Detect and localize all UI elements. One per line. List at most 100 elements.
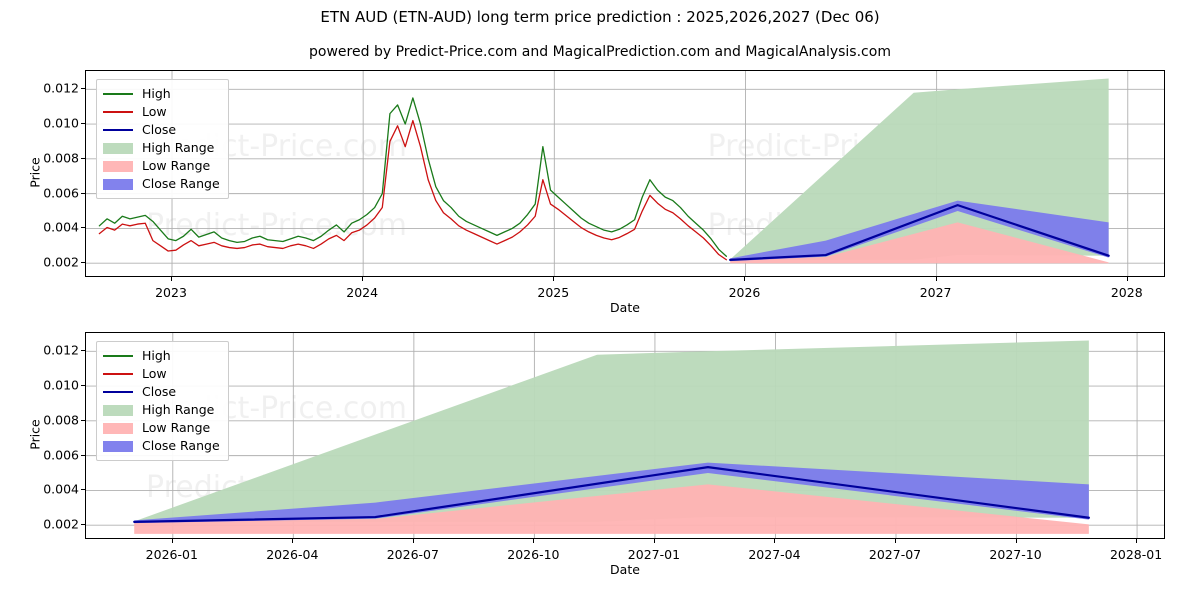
legend-item[interactable]: Close Range bbox=[103, 437, 220, 455]
bottom-chart-y-axis-label: Price bbox=[27, 419, 43, 450]
legend-item[interactable]: Close Range bbox=[103, 175, 220, 193]
low-range-band bbox=[730, 222, 1109, 264]
y-axis-tick-mark bbox=[81, 489, 85, 491]
y-axis-tick-mark bbox=[81, 454, 85, 456]
bottom-chart-axes: Predict-Price.comPredict-Price.comPredic… bbox=[85, 332, 1165, 539]
x-axis-tick-label: 2027-04 bbox=[748, 547, 801, 562]
y-axis-tick-label: 0.012 bbox=[43, 80, 79, 96]
legend-patch-swatch-icon bbox=[103, 142, 133, 154]
legend-item-label: High bbox=[142, 348, 171, 363]
legend-item-label: Close Range bbox=[142, 438, 220, 453]
legend-line-swatch-icon bbox=[103, 387, 133, 398]
chart-legend[interactable]: High Low Close High Range Low Range Close Ran… bbox=[96, 79, 229, 199]
y-axis-tick-mark bbox=[81, 157, 85, 159]
y-axis-tick-mark bbox=[81, 88, 85, 90]
x-axis-tick-label: 2026-04 bbox=[266, 547, 319, 562]
x-axis-tick-label: 2026-07 bbox=[386, 547, 439, 562]
top-chart-panel: Predict-Price.com Predict-Price.com Predic… bbox=[85, 70, 1165, 277]
x-axis-tick-mark bbox=[553, 277, 555, 281]
legend-item-label: High bbox=[142, 86, 171, 101]
bottom-plot-area bbox=[86, 333, 1164, 538]
y-axis-tick-label: 0.010 bbox=[43, 377, 79, 393]
x-axis-tick-label: 2026-10 bbox=[507, 547, 560, 562]
x-axis-tick-mark bbox=[744, 277, 746, 281]
x-axis-tick-label: 2025 bbox=[537, 285, 570, 300]
y-axis-tick-label: 0.012 bbox=[43, 342, 79, 358]
y-axis-tick-label: 0.004 bbox=[43, 219, 79, 235]
x-axis-tick-mark bbox=[412, 539, 414, 543]
close-range-band bbox=[134, 462, 1089, 524]
x-axis-tick-mark bbox=[1126, 277, 1128, 281]
x-axis-tick-label: 2028-01 bbox=[1109, 547, 1163, 562]
legend-item[interactable]: High bbox=[103, 347, 220, 365]
y-axis-tick-label: 0.008 bbox=[43, 412, 79, 428]
legend-line-swatch-icon bbox=[103, 125, 133, 136]
y-axis-tick-mark bbox=[81, 385, 85, 387]
legend-patch-swatch-icon bbox=[103, 160, 133, 172]
y-axis-tick-label: 0.008 bbox=[43, 150, 79, 166]
low-range-band bbox=[134, 484, 1089, 534]
legend-item-label: Close Range bbox=[142, 176, 220, 191]
y-axis-tick-mark bbox=[81, 524, 85, 526]
x-axis-tick-label: 2026 bbox=[728, 285, 761, 300]
legend-item-label: Close bbox=[142, 122, 177, 137]
legend-item[interactable]: Low Range bbox=[103, 419, 220, 437]
x-axis-tick-mark bbox=[171, 277, 173, 281]
y-axis-tick-mark bbox=[81, 262, 85, 264]
x-axis-tick-label: 2027-10 bbox=[989, 547, 1042, 562]
x-axis-tick-mark bbox=[1015, 539, 1017, 543]
close-forecast-line bbox=[133, 466, 1090, 524]
top-plot-area bbox=[86, 71, 1164, 276]
legend-patch-swatch-icon bbox=[103, 422, 133, 434]
legend-line-swatch-icon bbox=[103, 89, 133, 100]
chart-legend[interactable]: High Low Close High Range Low Range Close Ran… bbox=[96, 341, 229, 461]
high-line bbox=[98, 97, 727, 257]
legend-item[interactable]: Close bbox=[103, 383, 220, 401]
legend-line-swatch-icon bbox=[103, 351, 133, 362]
x-axis-tick-mark bbox=[1136, 539, 1138, 543]
page-subtitle: powered by Predict-Price.com and Magical… bbox=[309, 44, 891, 60]
y-axis-tick-mark bbox=[81, 350, 85, 352]
x-axis-tick-mark bbox=[935, 277, 937, 281]
legend-item-label: Low Range bbox=[142, 420, 211, 435]
x-axis-tick-label: 2027-01 bbox=[627, 547, 681, 562]
legend-item[interactable]: High Range bbox=[103, 139, 220, 157]
x-axis-tick-label: 2027-07 bbox=[868, 547, 922, 562]
close-forecast-line bbox=[729, 204, 1110, 262]
legend-item-label: Low bbox=[142, 366, 167, 381]
y-axis-tick-label: 0.006 bbox=[43, 185, 79, 201]
legend-patch-swatch-icon bbox=[103, 178, 133, 190]
legend-line-swatch-icon bbox=[103, 107, 133, 118]
legend-item-label: Low Range bbox=[142, 158, 211, 173]
x-axis-tick-label: 2026-01 bbox=[145, 547, 198, 562]
legend-item[interactable]: High Range bbox=[103, 401, 220, 419]
legend-patch-swatch-icon bbox=[103, 440, 133, 452]
y-axis-tick-mark bbox=[81, 419, 85, 421]
legend-patch-swatch-icon bbox=[103, 404, 133, 416]
x-axis-tick-mark bbox=[533, 539, 535, 543]
legend-item[interactable]: High bbox=[103, 85, 220, 103]
legend-line-swatch-icon bbox=[103, 369, 133, 380]
legend-item[interactable]: Low bbox=[103, 365, 220, 383]
x-axis-tick-label: 2028 bbox=[1110, 285, 1143, 300]
legend-item[interactable]: Low Range bbox=[103, 157, 220, 175]
close-range-band bbox=[730, 200, 1109, 262]
legend-item-label: Close bbox=[142, 384, 177, 399]
legend-item[interactable]: Close bbox=[103, 121, 220, 139]
y-axis-tick-mark bbox=[81, 192, 85, 194]
x-axis-tick-label: 2024 bbox=[346, 285, 379, 300]
y-axis-tick-label: 0.010 bbox=[43, 115, 79, 131]
x-axis-tick-mark bbox=[292, 539, 294, 543]
x-axis-tick-mark bbox=[774, 539, 776, 543]
page-title: ETN AUD (ETN-AUD) long term price predic… bbox=[320, 8, 880, 26]
x-axis-tick-label: 2027 bbox=[919, 285, 952, 300]
top-chart-x-axis-label: Date bbox=[610, 300, 640, 315]
low-line bbox=[98, 119, 727, 261]
bottom-chart-x-axis-label: Date bbox=[610, 562, 640, 577]
legend-item[interactable]: Low bbox=[103, 103, 220, 121]
x-axis-tick-mark bbox=[171, 539, 173, 543]
y-axis-tick-mark bbox=[81, 123, 85, 125]
legend-item-label: High Range bbox=[142, 140, 215, 155]
x-axis-tick-mark bbox=[362, 277, 364, 281]
top-chart-y-axis-label: Price bbox=[27, 157, 43, 188]
